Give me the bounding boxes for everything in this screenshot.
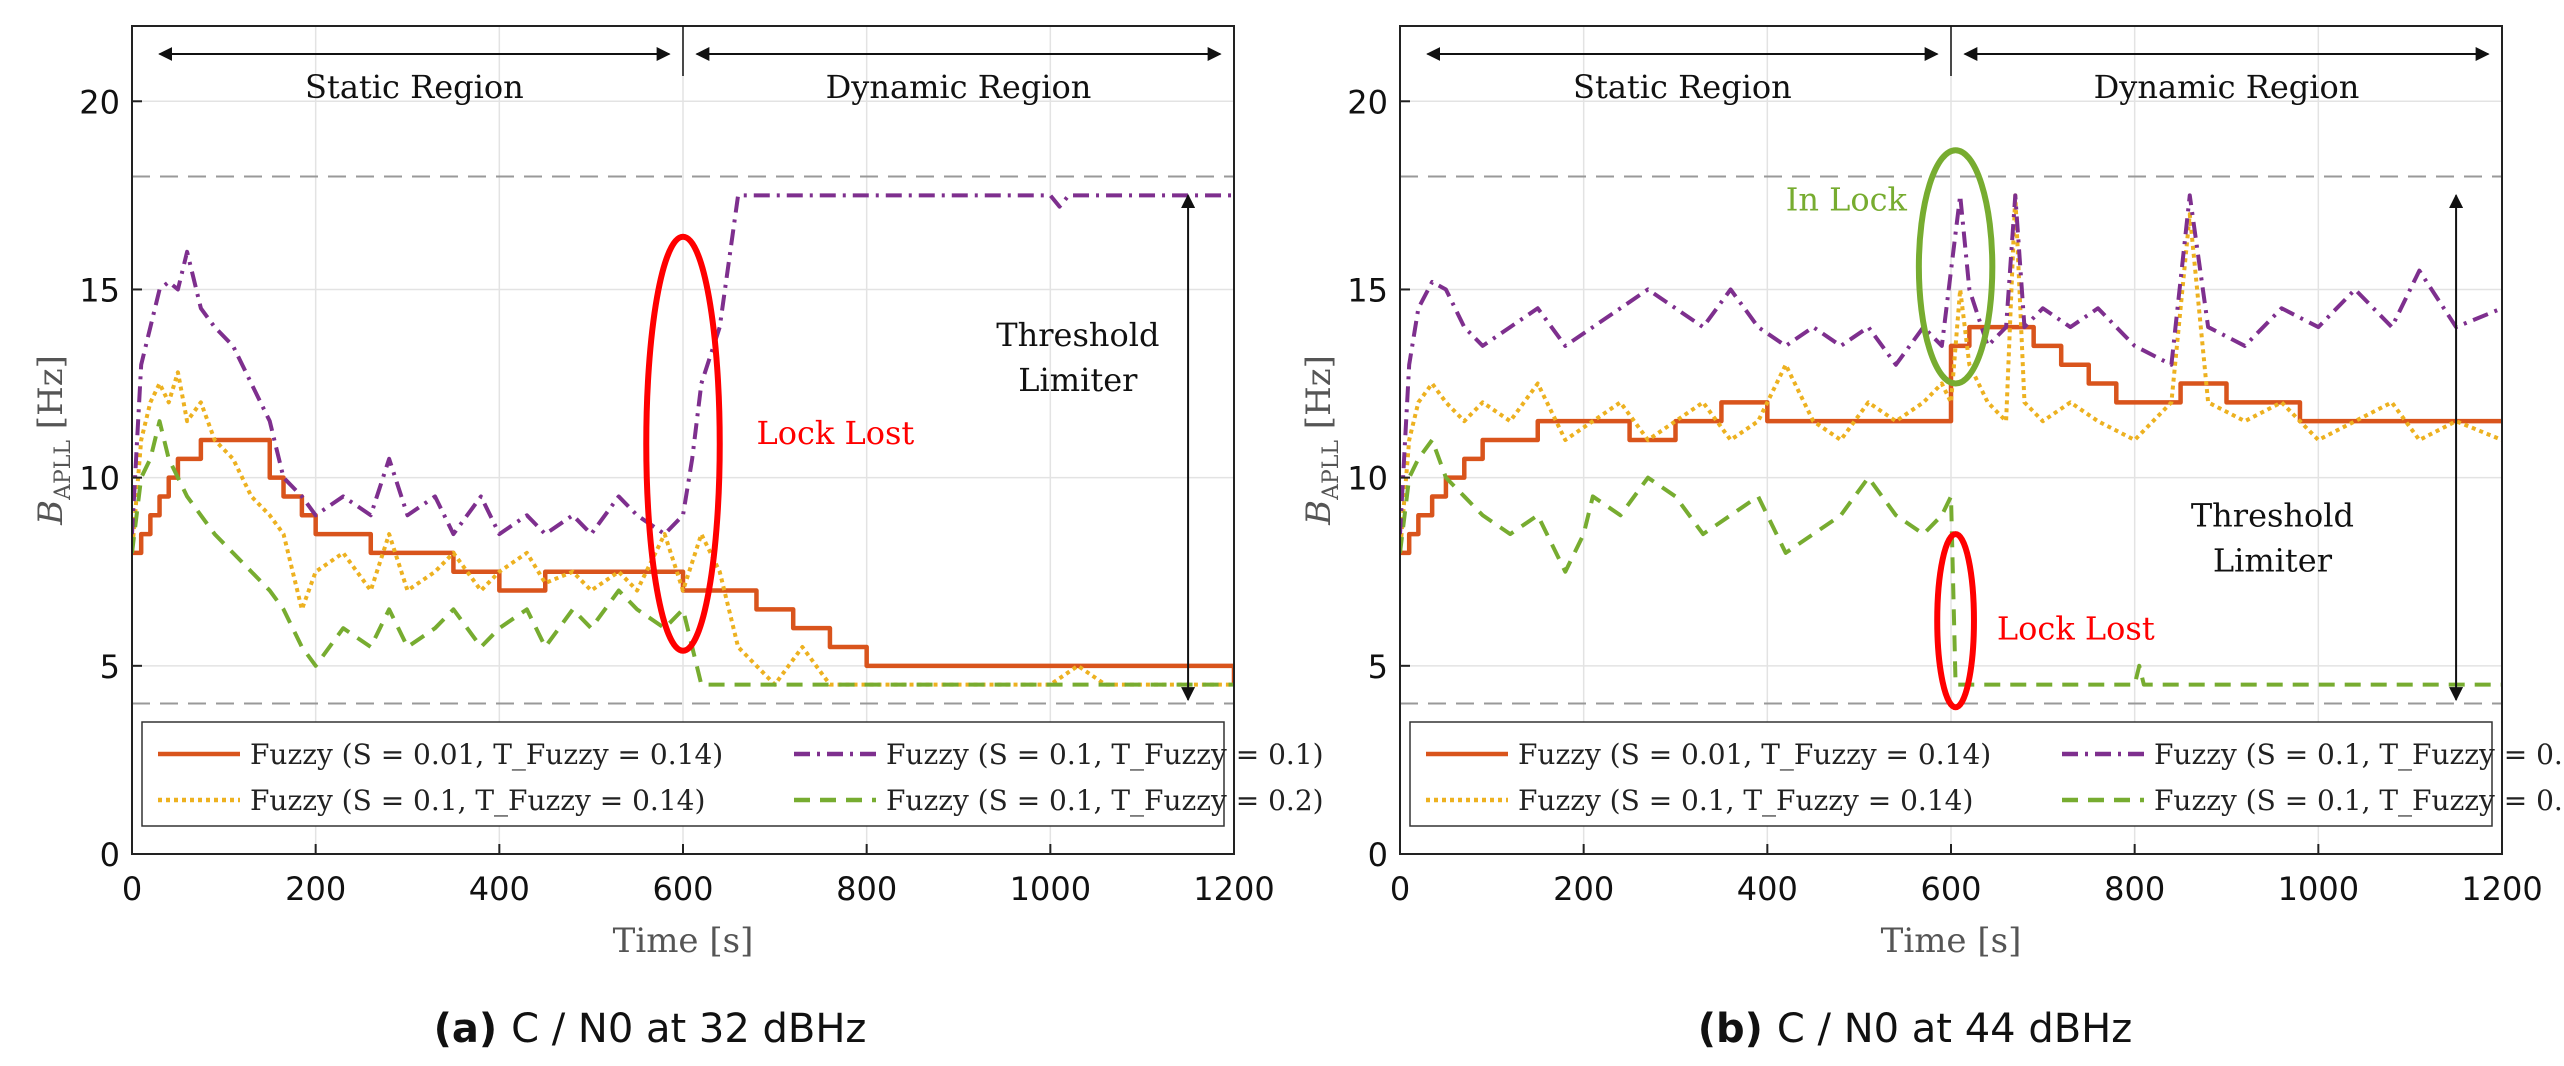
- x-tick-label: 800: [836, 870, 897, 908]
- lock-lost-label: Lock Lost: [1997, 609, 2155, 647]
- x-tick-label: 0: [122, 870, 142, 908]
- threshold-limiter-label-line1: Threshold: [996, 316, 1159, 354]
- y-axis-label: BAPLL [Hz]: [31, 355, 76, 526]
- y-tick-label: 0: [100, 836, 120, 874]
- region-label: Static Region: [305, 68, 524, 106]
- y-tick-label: 20: [1347, 83, 1388, 121]
- region-label: Dynamic Region: [2094, 68, 2360, 106]
- y-axis-label-sub: APLL: [51, 440, 76, 501]
- x-axis-label: Time [s]: [1881, 921, 2022, 961]
- legend-label: Fuzzy (S = 0.1, T_Fuzzy = 0.14): [250, 784, 705, 817]
- x-tick-label: 600: [652, 870, 713, 908]
- lock-lost-ellipse: [1934, 531, 1977, 711]
- in-lock-ellipse: [1915, 147, 1996, 387]
- y-tick-label: 5: [100, 648, 120, 686]
- y-axis-label: BAPLL [Hz]: [1299, 355, 1344, 526]
- panel-caption: (a) C / N0 at 32 dBHz: [434, 1006, 867, 1052]
- y-axis-label-main: B: [1299, 500, 1339, 526]
- threshold-limiter-label-line2: Limiter: [1018, 361, 1138, 399]
- in-lock-label: In Lock: [1786, 180, 1908, 218]
- legend-label: Fuzzy (S = 0.1, T_Fuzzy = 0.1): [886, 738, 1324, 771]
- y-axis-label-unit: [Hz]: [1299, 355, 1339, 440]
- series-line-s001_t014: [132, 437, 1234, 685]
- chart-panel-a: 0 200 400 600 800 1000 1200 0 5 10 15 20 Time [s] BAP…: [31, 25, 1324, 1052]
- x-tick-label: 600: [1920, 870, 1981, 908]
- x-axis-label: Time [s]: [613, 921, 754, 961]
- panel-caption: (b) C / N0 at 44 dBHz: [1698, 1006, 2132, 1052]
- legend-box: [141, 721, 1225, 827]
- series-line-s01_t01: [132, 193, 1234, 537]
- caption-letter: (b): [1698, 1006, 1777, 1052]
- region-label: Dynamic Region: [826, 68, 1092, 106]
- x-tick-label: 800: [2104, 870, 2165, 908]
- y-tick-label: 5: [1368, 648, 1388, 686]
- y-tick-label: 15: [79, 271, 120, 309]
- x-tick-label: 200: [285, 870, 346, 908]
- legend-label: Fuzzy (S = 0.1, T_Fuzzy = 0.2): [886, 784, 1324, 817]
- y-tick-label: 20: [79, 83, 120, 121]
- legend-label: Fuzzy (S = 0.01, T_Fuzzy = 0.14): [1518, 738, 1991, 771]
- y-tick-label: 10: [1347, 460, 1388, 498]
- x-tick-label: 1000: [2278, 870, 2359, 908]
- legend-label: Fuzzy (S = 0.01, T_Fuzzy = 0.14): [250, 738, 723, 771]
- threshold-limiter-label-line2: Limiter: [2213, 542, 2333, 580]
- x-tick-label: 1200: [2461, 870, 2542, 908]
- y-axis-label-unit: [Hz]: [31, 355, 71, 440]
- x-tick-label: 200: [1553, 870, 1614, 908]
- series-line-s01_t014: [1400, 193, 2502, 554]
- threshold-limiter-label-line1: Threshold: [2191, 497, 2354, 535]
- lock-lost-ellipse: [643, 233, 723, 654]
- series-line-s01_t02: [1400, 438, 2502, 687]
- x-tick-label: 0: [1390, 870, 1410, 908]
- y-tick-label: 15: [1347, 271, 1388, 309]
- x-tick-label: 1200: [1193, 870, 1274, 908]
- caption-text: C / N0 at 44 dBHz: [1777, 1006, 2132, 1052]
- caption-text: C / N0 at 32 dBHz: [511, 1006, 866, 1052]
- legend-label: Fuzzy (S = 0.1, T_Fuzzy = 0.2): [2154, 784, 2564, 817]
- legend-label: Fuzzy (S = 0.1, T_Fuzzy = 0.14): [1518, 784, 1973, 817]
- y-axis-label-sub: APLL: [1319, 440, 1344, 501]
- x-tick-label: 400: [469, 870, 530, 908]
- series-line-s01_t014: [132, 370, 1234, 687]
- region-label: Static Region: [1573, 68, 1792, 106]
- legend-box: [1409, 721, 2493, 827]
- legend-label: Fuzzy (S = 0.1, T_Fuzzy = 0.1): [2154, 738, 2564, 771]
- lock-lost-label: Lock Lost: [756, 414, 914, 452]
- y-tick-label: 0: [1368, 836, 1388, 874]
- caption-letter: (a): [434, 1006, 511, 1052]
- chart-panel-b: 0 200 400 600 800 1000 1200 0 5 10 15 20 Time [s] BAP…: [1299, 25, 2564, 1052]
- y-axis-label-main: B: [31, 500, 71, 526]
- x-tick-label: 1000: [1010, 870, 1091, 908]
- series-line-s01_t02: [132, 419, 1234, 687]
- x-tick-label: 400: [1737, 870, 1798, 908]
- y-tick-label: 10: [79, 460, 120, 498]
